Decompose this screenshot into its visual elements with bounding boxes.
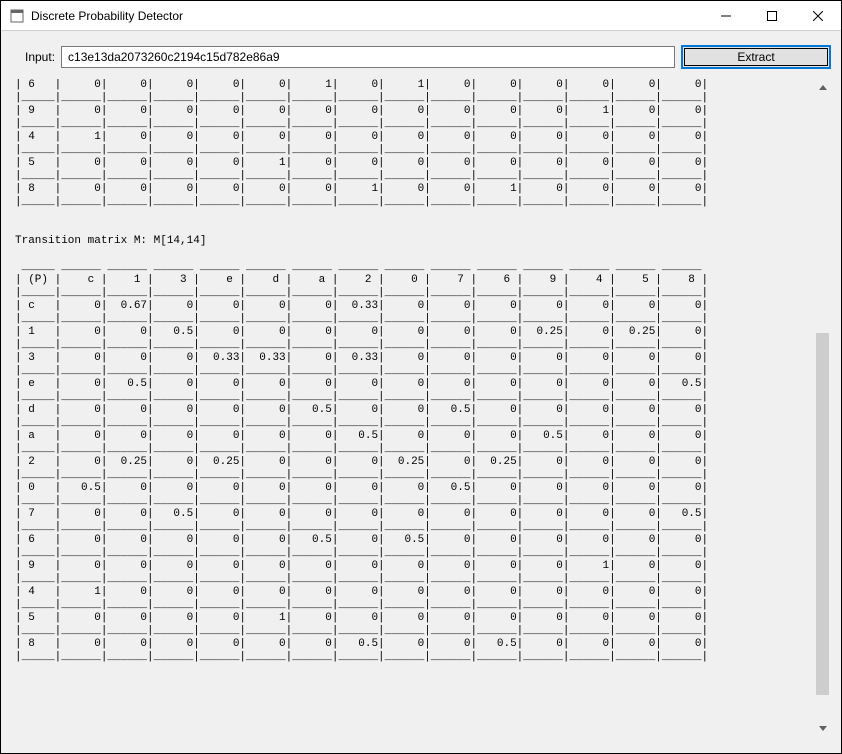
scroll-track[interactable] <box>814 96 831 720</box>
maximize-button[interactable] <box>749 1 795 31</box>
input-row: Input: Extract <box>11 45 831 69</box>
input-field[interactable] <box>61 46 675 68</box>
titlebar: Discrete Probability Detector <box>1 1 841 31</box>
scroll-thumb[interactable] <box>816 333 829 695</box>
minimize-button[interactable] <box>703 1 749 31</box>
client-area: Input: Extract | 6 | 0| 0| 0| 0| 0| 1| 0… <box>1 31 841 753</box>
extract-button-label: Extract <box>737 50 774 64</box>
window-title: Discrete Probability Detector <box>31 9 703 23</box>
input-label: Input: <box>25 50 55 64</box>
extract-button[interactable]: Extract <box>681 45 831 69</box>
close-button[interactable] <box>795 1 841 31</box>
output-area[interactable]: | 6 | 0| 0| 0| 0| 0| 1| 0| 1| 0| 0| 0| 0… <box>11 79 814 737</box>
output-wrap: | 6 | 0| 0| 0| 0| 0| 1| 0| 1| 0| 0| 0| 0… <box>11 79 831 737</box>
app-icon <box>9 8 25 24</box>
window-controls <box>703 1 841 30</box>
vertical-scrollbar[interactable] <box>814 79 831 737</box>
scroll-up-arrow[interactable] <box>814 79 831 96</box>
scroll-down-arrow[interactable] <box>814 720 831 737</box>
